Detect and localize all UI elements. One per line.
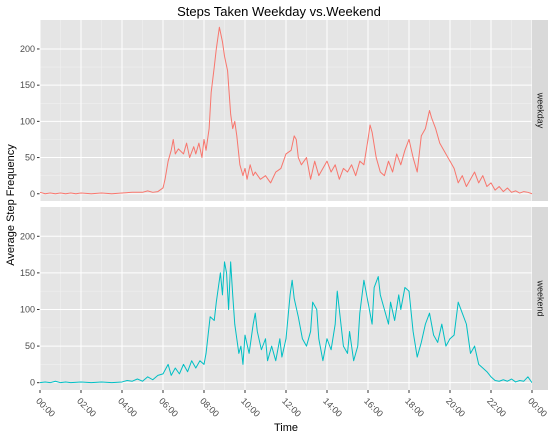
y-axis-title: Average Step Frequency <box>5 144 17 266</box>
y-tick-label: 200 <box>20 231 35 241</box>
y-tick-label: 100 <box>20 304 35 314</box>
x-tick-label: 20:00 <box>444 396 467 419</box>
x-tick-label: 02:00 <box>75 396 98 419</box>
chart-title: Steps Taken Weekday vs.Weekend <box>177 4 381 19</box>
y-tick-label: 0 <box>30 189 35 199</box>
y-tick-label: 50 <box>25 341 35 351</box>
facet-panel-weekday: 0 50 100 150 200 weekday <box>20 20 548 201</box>
x-tick-label: 04:00 <box>116 396 139 419</box>
series-line-weekend <box>39 261 533 384</box>
x-tick-label: 00:00 <box>34 396 57 419</box>
x-tick-label: 06:00 <box>157 396 180 419</box>
x-tick-label: 16:00 <box>362 396 385 419</box>
x-axis: 00:00 02:00 04:00 06:00 08:00 10:00 12:00 14:00… <box>34 390 549 419</box>
facet-strip-label: weekday <box>536 92 546 129</box>
y-tick-label: 0 <box>30 378 35 388</box>
x-tick-label: 08:00 <box>198 396 221 419</box>
x-tick-label: 10:00 <box>239 396 262 419</box>
x-tick-label: 18:00 <box>403 396 426 419</box>
y-tick-label: 100 <box>20 116 35 126</box>
y-tick-label: 50 <box>25 153 35 163</box>
facet-strip <box>532 207 548 390</box>
x-tick-label: 12:00 <box>280 396 303 419</box>
x-tick-label: 00:00 <box>526 396 549 419</box>
facet-strip-label: weekend <box>536 279 546 316</box>
x-tick-label: 14:00 <box>321 396 344 419</box>
x-axis-title: Time <box>274 422 298 434</box>
y-tick-label: 150 <box>20 80 35 90</box>
y-tick-label: 150 <box>20 268 35 278</box>
series-line-weekday <box>39 26 533 195</box>
facet-strip <box>532 20 548 201</box>
x-tick-label: 22:00 <box>485 396 508 419</box>
y-tick-label: 200 <box>20 44 35 54</box>
facet-panel-weekend: 0 50 100 150 200 weekend <box>20 207 548 390</box>
